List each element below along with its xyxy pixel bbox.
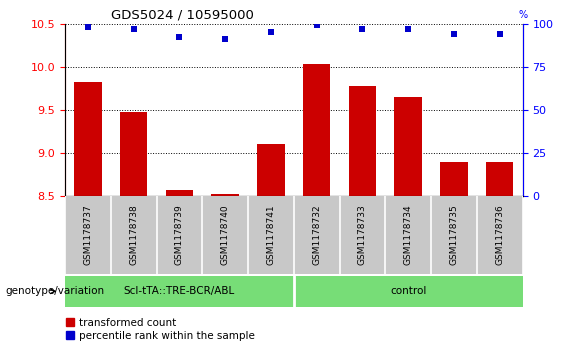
Point	[175, 34, 184, 40]
Text: GSM1178737: GSM1178737	[84, 205, 92, 265]
Text: GSM1178734: GSM1178734	[404, 205, 412, 265]
Bar	[294, 276, 523, 307]
Text: GSM1178735: GSM1178735	[450, 205, 458, 265]
Point	[84, 24, 93, 30]
Bar	[486, 162, 514, 196]
Point	[312, 23, 321, 28]
Text: GSM1178740: GSM1178740	[221, 205, 229, 265]
Text: control: control	[390, 286, 427, 296]
Bar	[257, 144, 285, 196]
Point	[129, 26, 138, 32]
Point	[221, 36, 230, 42]
Text: Scl-tTA::TRE-BCR/ABL: Scl-tTA::TRE-BCR/ABL	[124, 286, 235, 296]
Point	[403, 26, 412, 32]
Bar	[166, 190, 193, 196]
Text: GDS5024 / 10595000: GDS5024 / 10595000	[111, 8, 254, 21]
Point	[267, 29, 276, 35]
Text: GSM1178736: GSM1178736	[496, 205, 504, 265]
Bar	[65, 276, 294, 307]
Text: genotype/variation: genotype/variation	[6, 286, 105, 296]
Bar	[303, 64, 331, 196]
Bar	[74, 82, 102, 196]
Bar	[120, 113, 147, 196]
Point	[450, 31, 459, 37]
Text: GSM1178741: GSM1178741	[267, 205, 275, 265]
Text: GSM1178738: GSM1178738	[129, 205, 138, 265]
Point	[358, 26, 367, 32]
Text: GSM1178739: GSM1178739	[175, 205, 184, 265]
Bar	[440, 162, 468, 196]
Text: GSM1178733: GSM1178733	[358, 205, 367, 265]
Bar	[349, 86, 376, 196]
Text: %: %	[518, 10, 527, 20]
Legend: transformed count, percentile rank within the sample: transformed count, percentile rank withi…	[62, 314, 259, 345]
Point	[495, 31, 504, 37]
Bar	[394, 97, 422, 196]
Text: GSM1178732: GSM1178732	[312, 205, 321, 265]
Bar	[211, 194, 239, 196]
